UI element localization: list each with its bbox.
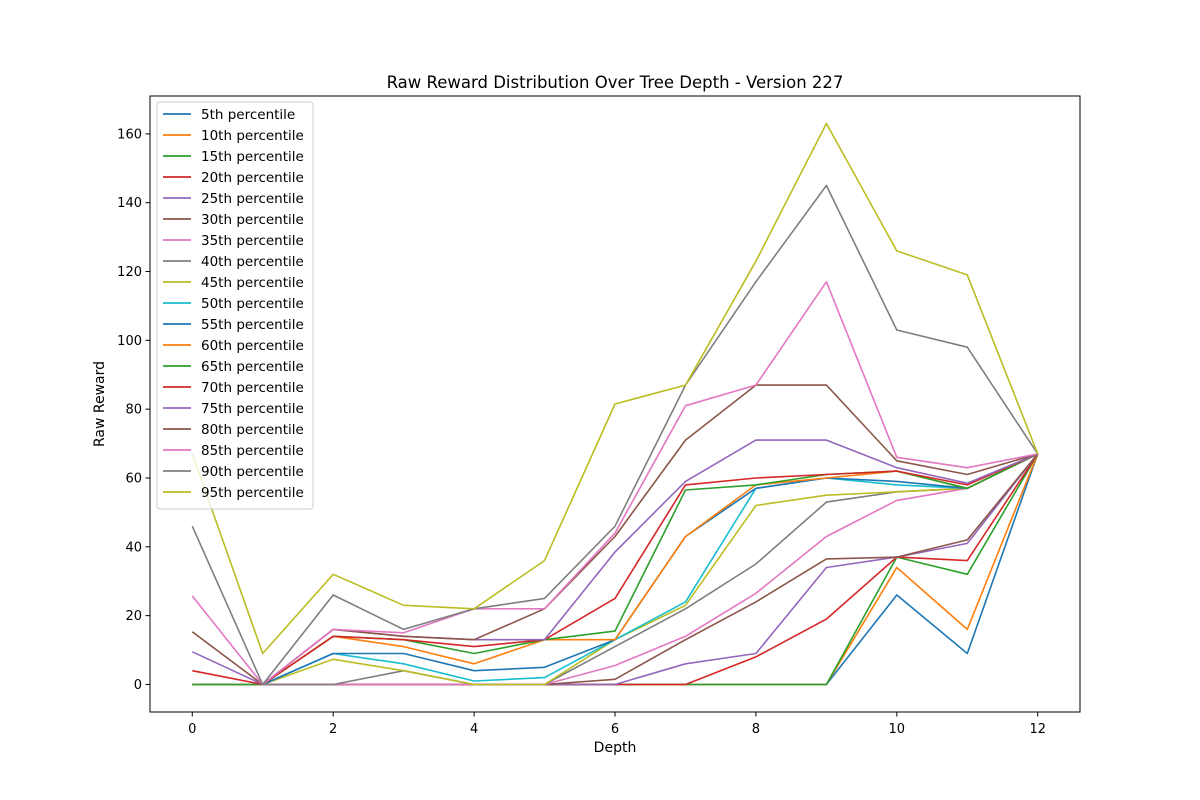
legend-label: 55th percentile <box>201 317 304 333</box>
y-tick-label: 80 <box>125 403 142 418</box>
legend-label: 75th percentile <box>201 401 304 417</box>
legend-label: 5th percentile <box>201 107 295 123</box>
y-axis-title: Raw Reward <box>92 361 108 447</box>
legend-label: 70th percentile <box>201 380 304 396</box>
chart-title: Raw Reward Distribution Over Tree Depth … <box>387 73 844 92</box>
legend-label: 20th percentile <box>201 170 304 186</box>
y-tick-label: 160 <box>117 127 142 142</box>
x-tick-label: 6 <box>611 722 619 737</box>
x-axis: 0 2 4 6 8 10 12 <box>188 712 1046 737</box>
legend-label: 50th percentile <box>201 296 304 312</box>
legend-label: 85th percentile <box>201 443 304 459</box>
plot-frame <box>149 95 1081 713</box>
legend-label: 15th percentile <box>201 149 304 165</box>
series-line-18 <box>191 184 1039 686</box>
x-tick-label: 2 <box>329 722 337 737</box>
legend-label: 35th percentile <box>201 233 304 249</box>
legend-label: 25th percentile <box>201 191 304 207</box>
x-tick-label: 0 <box>188 722 196 737</box>
legend-label: 40th percentile <box>201 254 304 270</box>
y-tick-label: 120 <box>117 265 142 280</box>
legend-label: 60th percentile <box>201 338 304 354</box>
x-tick-label: 4 <box>470 722 478 737</box>
legend-label: 45th percentile <box>201 275 304 291</box>
legend: 5th percentile 10th percentile 15th percen… <box>156 101 314 510</box>
y-axis: 0 20 40 60 80 100 120 140 160 <box>117 127 150 693</box>
series-line-19 <box>191 122 1039 655</box>
y-tick-label: 140 <box>117 196 142 211</box>
series-line-14 <box>192 453 1039 686</box>
x-tick-label: 12 <box>1029 722 1046 737</box>
legend-label: 95th percentile <box>201 485 304 501</box>
x-tick-label: 10 <box>889 722 906 737</box>
x-tick-label: 8 <box>752 722 760 737</box>
y-tick-label: 40 <box>125 540 142 555</box>
y-tick-label: 0 <box>134 678 142 693</box>
y-tick-label: 100 <box>117 334 142 349</box>
legend-label: 10th percentile <box>201 128 304 144</box>
legend-box <box>156 101 314 510</box>
y-tick-label: 20 <box>125 609 142 624</box>
series-lines <box>191 122 1039 686</box>
legend-label: 80th percentile <box>201 422 304 438</box>
legend-label: 90th percentile <box>201 464 304 480</box>
x-axis-title: Depth <box>594 740 637 756</box>
series-line-17 <box>191 280 1038 686</box>
legend-label: 65th percentile <box>201 359 304 375</box>
y-tick-label: 60 <box>125 471 142 486</box>
legend-label: 30th percentile <box>201 212 304 228</box>
